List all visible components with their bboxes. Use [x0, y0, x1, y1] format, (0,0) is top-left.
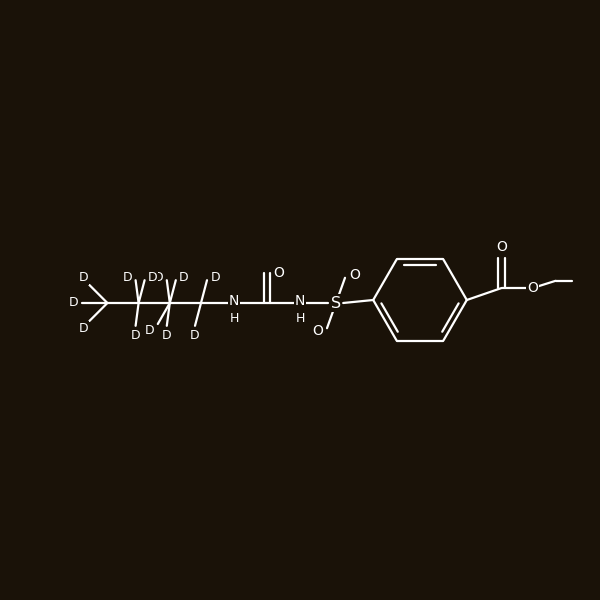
Text: D: D — [211, 271, 220, 284]
Text: D: D — [131, 329, 140, 342]
Text: O: O — [274, 266, 284, 280]
Text: N: N — [295, 293, 305, 308]
Text: D: D — [79, 271, 88, 284]
Text: D: D — [69, 296, 79, 310]
Text: D: D — [79, 322, 88, 335]
Text: D: D — [179, 271, 188, 284]
Text: S: S — [331, 295, 341, 311]
Text: D: D — [123, 271, 133, 284]
Text: O: O — [527, 281, 538, 295]
Text: D: D — [162, 329, 172, 342]
Text: D: D — [190, 329, 200, 342]
Text: O: O — [496, 240, 507, 254]
Text: H: H — [295, 311, 305, 325]
Text: N: N — [229, 293, 239, 308]
Text: O: O — [349, 268, 360, 283]
Text: D: D — [145, 323, 154, 337]
Text: O: O — [312, 323, 323, 338]
Text: D: D — [148, 271, 157, 284]
Text: H: H — [229, 311, 239, 325]
Text: D: D — [154, 271, 164, 284]
